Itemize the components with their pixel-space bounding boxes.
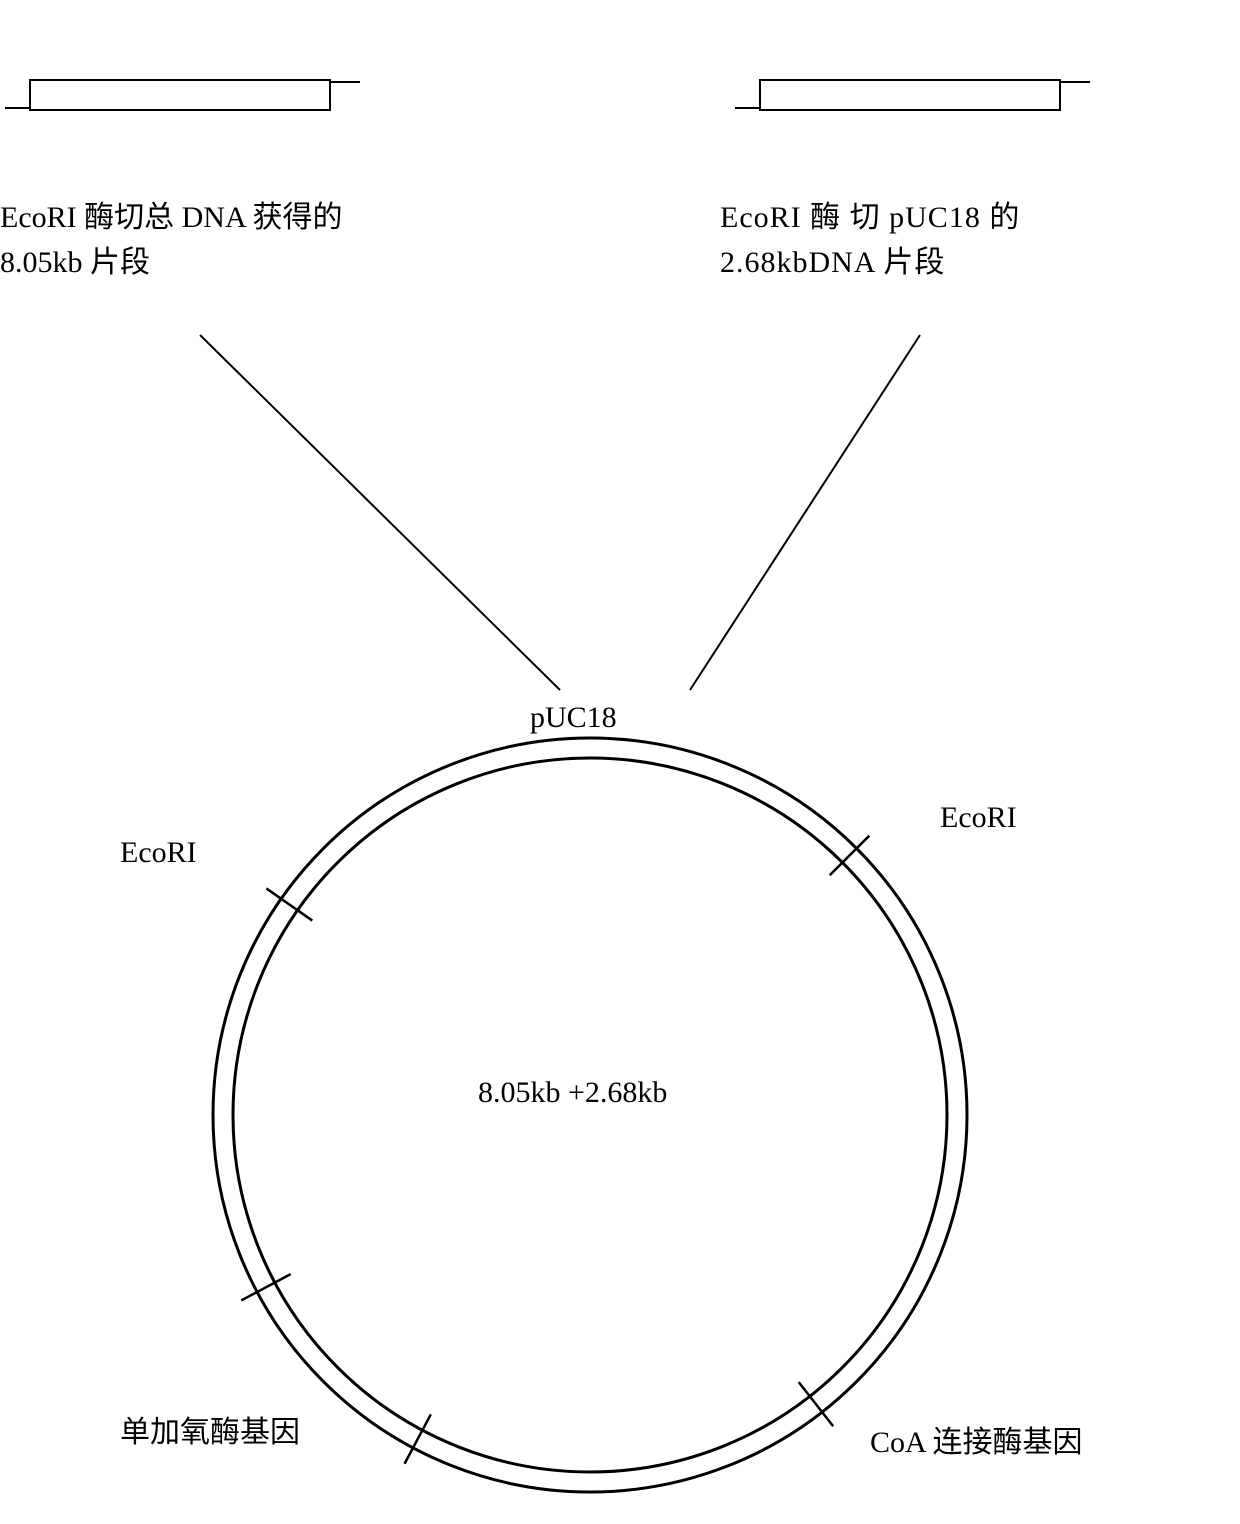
- ecori-left-label: EcoRI: [120, 830, 197, 875]
- right-connector-line: [690, 335, 920, 690]
- monooxygenase-label: 单加氧酶基因: [120, 1410, 300, 1455]
- right-fragment-box: [760, 80, 1060, 110]
- left-fragment-line1: EcoRI 酶切总 DNA 获得的: [0, 195, 400, 240]
- plasmid-tick-4: [799, 1382, 833, 1426]
- left-connector-line: [200, 335, 560, 690]
- ecori-right-label: EcoRI: [940, 795, 1017, 840]
- coa-ligase-label: CoA 连接酶基因: [870, 1420, 1083, 1465]
- right-fragment-line2: 2.68kbDNA 片段: [720, 240, 1240, 285]
- right-fragment-description: EcoRI 酶 切 pUC18 的 2.68kbDNA 片段: [720, 195, 1240, 285]
- left-fragment-line2: 8.05kb 片段: [0, 240, 400, 285]
- right-fragment-line1: EcoRI 酶 切 pUC18 的: [720, 195, 1240, 240]
- plasmid-name-label: pUC18: [530, 695, 617, 740]
- plasmid-tick-1: [266, 888, 312, 920]
- left-fragment-box: [30, 80, 330, 110]
- left-fragment-description: EcoRI 酶切总 DNA 获得的 8.05kb 片段: [0, 195, 400, 285]
- plasmid-center-text: 8.05kb +2.68kb: [478, 1070, 667, 1115]
